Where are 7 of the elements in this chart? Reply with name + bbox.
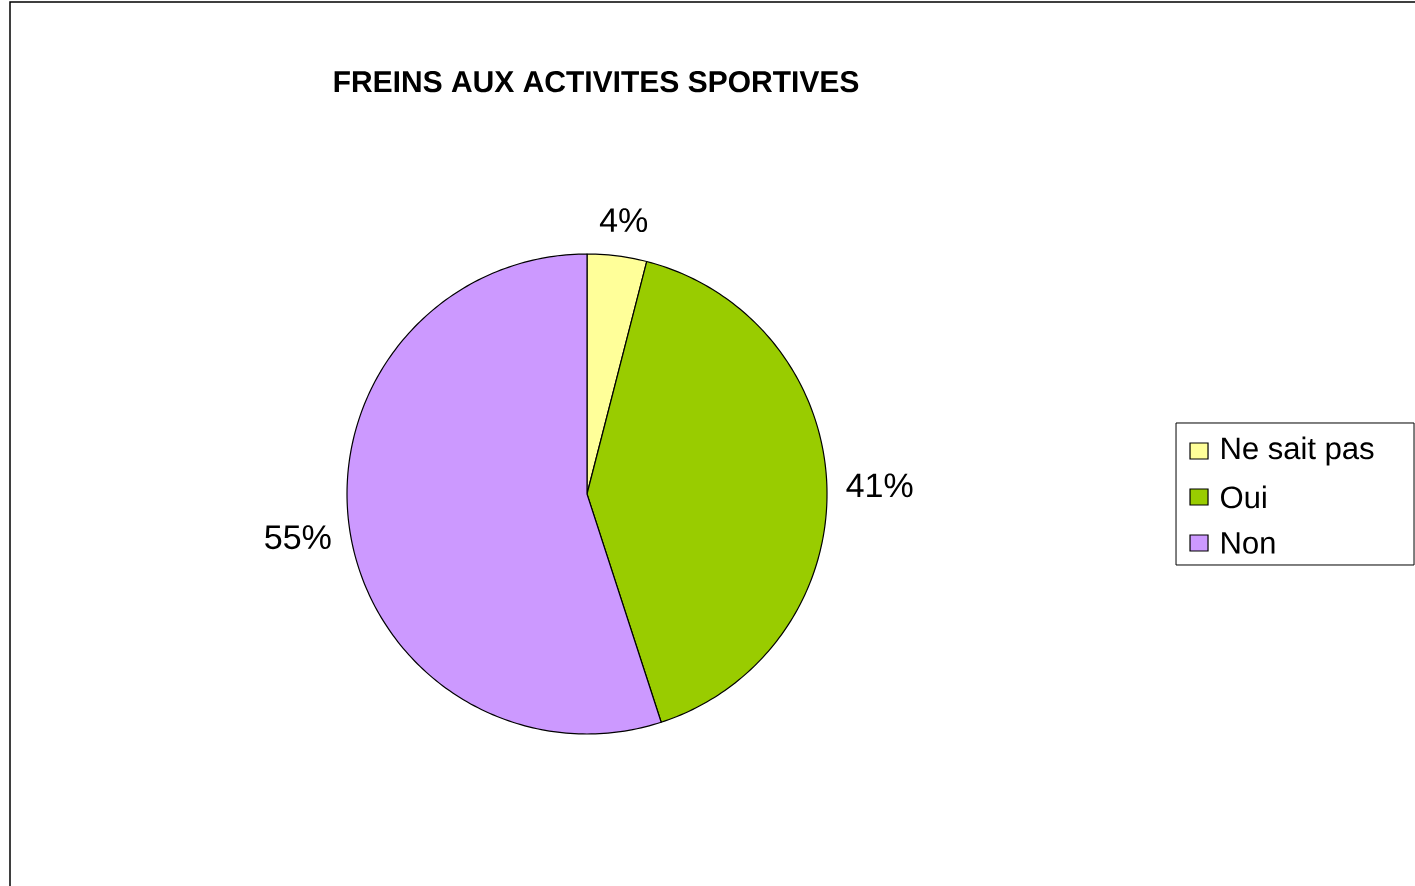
chart-title: FREINS AUX ACTIVITES SPORTIVES [334, 71, 859, 93]
legend-label: Oui [1221, 485, 1266, 509]
legend-label: Non [1222, 532, 1275, 554]
data-label: 4% [599, 208, 648, 233]
data-label: 55% [265, 525, 331, 550]
legend-label: Ne sait pas [1222, 436, 1374, 466]
data-label: 41% [846, 473, 913, 498]
